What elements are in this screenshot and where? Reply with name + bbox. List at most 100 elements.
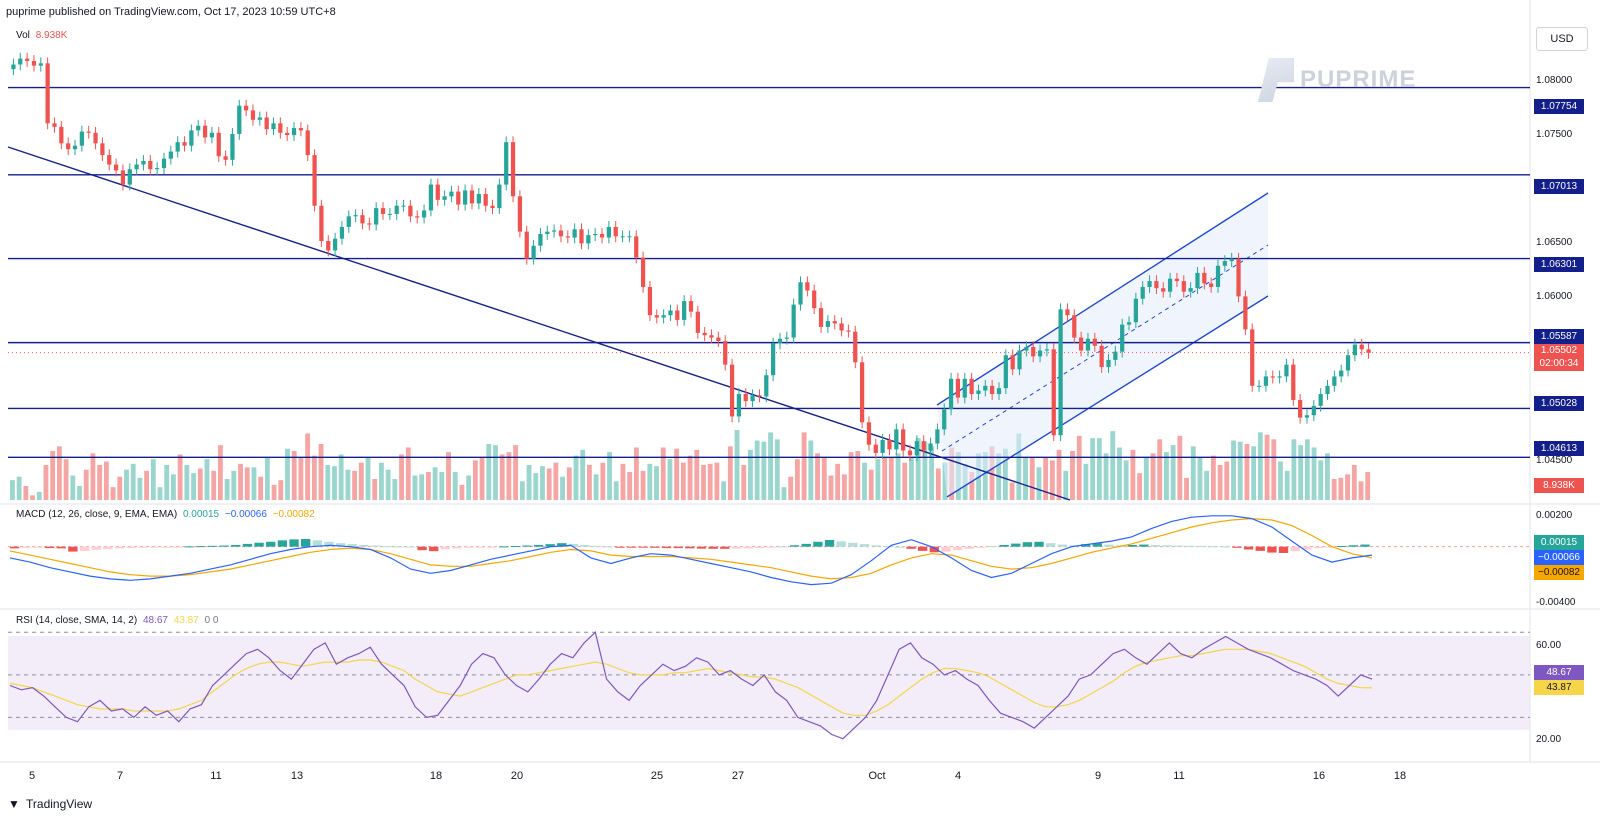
candle-body xyxy=(976,390,981,395)
candle-body xyxy=(743,394,748,402)
candle-body xyxy=(24,58,30,61)
macd-histogram-bar xyxy=(1011,543,1021,547)
volume-bar xyxy=(1177,435,1183,500)
volume-bar xyxy=(1331,479,1337,500)
candle-body xyxy=(1215,265,1221,287)
candle-body xyxy=(907,450,913,456)
level-tag: 1.07754 xyxy=(1534,99,1584,114)
macd-histogram-bar xyxy=(1150,544,1161,547)
macd-histogram-bar xyxy=(580,544,590,547)
macd-pane xyxy=(8,515,1530,586)
candle-body xyxy=(401,205,406,207)
macd-histogram-bar xyxy=(1162,545,1172,547)
macd-histogram-bar xyxy=(172,546,183,548)
macd-histogram-bar xyxy=(929,546,939,553)
candle-body xyxy=(168,151,173,159)
candle-body xyxy=(510,142,516,197)
x-tick: Oct xyxy=(868,770,886,782)
candle-body xyxy=(86,131,91,133)
macd-legend-signal: −0.00082 xyxy=(272,509,315,520)
candle-body xyxy=(237,105,242,134)
candle-body xyxy=(1291,364,1296,400)
currency-button[interactable]: USD xyxy=(1536,27,1588,51)
macd-histogram-bar xyxy=(720,546,730,549)
macd-histogram-bar xyxy=(1022,542,1033,547)
volume-bar xyxy=(1210,455,1216,500)
volume-bar xyxy=(526,465,532,500)
macd-histogram-bar xyxy=(1302,546,1312,550)
volume-bar xyxy=(862,462,867,500)
volume-bar xyxy=(1117,447,1122,500)
volume-bar xyxy=(10,480,15,500)
candle-body xyxy=(421,210,427,218)
price-tick: 1.06500 xyxy=(1536,237,1573,248)
macd-histogram-bar xyxy=(1290,546,1300,552)
macd-histogram-bar xyxy=(1313,546,1324,549)
rsi-value-tag: 48.67 xyxy=(1534,665,1584,680)
volume-bar xyxy=(546,468,552,500)
macd-histogram-bar xyxy=(626,546,637,548)
volume-bar xyxy=(633,447,639,500)
macd-legend-hist: 0.00015 xyxy=(182,509,220,520)
volume-bar xyxy=(479,456,485,500)
macd-histogram-bar xyxy=(149,546,160,548)
volume-bar xyxy=(291,451,297,500)
macd-histogram-bar xyxy=(976,546,986,548)
volume-bar xyxy=(499,454,505,500)
volume-bar xyxy=(405,447,411,500)
candle-body xyxy=(312,155,317,206)
candle-body xyxy=(1017,350,1022,370)
candle-body xyxy=(579,229,584,244)
candle-body xyxy=(1332,376,1337,386)
price-tick: 1.07500 xyxy=(1536,129,1573,140)
volume-bar xyxy=(1056,449,1062,500)
volume-bar xyxy=(258,476,264,500)
macd-histogram-bar xyxy=(1104,544,1114,547)
volume-bar xyxy=(519,481,525,500)
candle-body xyxy=(1366,349,1371,353)
candle-body xyxy=(545,231,550,234)
macd-histogram-bar xyxy=(1243,546,1254,550)
macd-histogram-bar xyxy=(347,544,357,547)
candle-body xyxy=(634,236,639,258)
volume-bar xyxy=(1083,463,1089,500)
candle-body xyxy=(1270,376,1275,378)
macd-histogram-bar xyxy=(918,546,928,551)
macd-histogram-bar xyxy=(894,546,905,548)
candle-body xyxy=(1236,258,1241,297)
volume-bar xyxy=(130,463,136,500)
volume-bar xyxy=(808,440,814,500)
macd-histogram-bar xyxy=(778,546,788,548)
candle-body xyxy=(209,132,215,138)
macd-histogram-bar xyxy=(708,546,718,549)
macd-histogram-bar xyxy=(789,545,800,547)
candle-body xyxy=(682,301,687,320)
macd-histogram-bar xyxy=(452,546,462,549)
macd-signal-tag: −0.00082 xyxy=(1534,565,1584,580)
volume-bar xyxy=(942,462,948,500)
candle-body xyxy=(709,335,714,338)
x-tick: 27 xyxy=(731,770,745,782)
volume-bar xyxy=(177,454,183,500)
candle-body xyxy=(859,362,865,423)
candle-body xyxy=(100,143,105,156)
candle-body xyxy=(490,205,495,209)
candle-body xyxy=(161,158,167,169)
volume-bar xyxy=(821,456,827,500)
macd-histogram-bar xyxy=(964,546,974,549)
macd-histogram-bar xyxy=(696,546,707,549)
candle-body xyxy=(476,193,481,204)
macd-histogram-bar xyxy=(522,545,532,547)
candle-body xyxy=(1318,394,1323,406)
macd-histogram-bar xyxy=(464,546,474,548)
candle-body xyxy=(764,375,769,397)
candle-body xyxy=(1339,370,1344,377)
candle-body xyxy=(983,385,988,391)
x-tick: 4 xyxy=(954,770,962,782)
macd-histogram-bar xyxy=(312,540,322,547)
tradingview-brand-text: TradingView xyxy=(26,797,93,811)
x-tick: 7 xyxy=(116,770,124,782)
volume-bar xyxy=(566,467,572,500)
candle-body xyxy=(784,337,789,339)
volume-bar xyxy=(1164,452,1169,500)
